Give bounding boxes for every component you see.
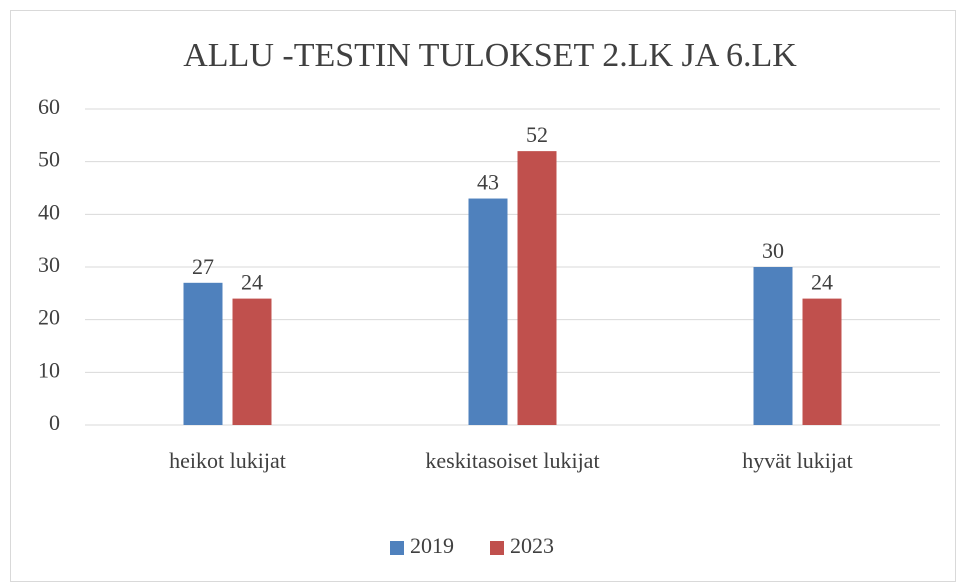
x-tick-label: hyvät lukijat xyxy=(742,448,853,473)
y-tick-label: 60 xyxy=(38,94,60,119)
legend-swatch xyxy=(390,541,404,555)
legend-label: 2023 xyxy=(510,533,554,558)
legend-swatch xyxy=(490,541,504,555)
x-tick-label: heikot lukijat xyxy=(169,448,286,473)
x-tick-label: keskitasoiset lukijat xyxy=(425,448,600,473)
data-label: 27 xyxy=(192,254,214,279)
data-label: 24 xyxy=(241,270,263,295)
bar xyxy=(183,282,223,425)
data-label: 30 xyxy=(762,238,784,263)
y-tick-label: 20 xyxy=(38,305,60,330)
data-label: 52 xyxy=(526,122,548,147)
chart-title: ALLU -TESTIN TULOKSET 2.LK JA 6.LK xyxy=(183,37,797,74)
data-label: 43 xyxy=(477,170,499,195)
bar xyxy=(468,198,508,425)
bar xyxy=(802,298,842,425)
y-tick-label: 40 xyxy=(38,199,60,224)
bar xyxy=(517,151,557,425)
data-label: 24 xyxy=(811,270,833,295)
bar xyxy=(232,298,272,425)
y-tick-label: 50 xyxy=(38,147,60,172)
y-tick-label: 10 xyxy=(38,357,60,382)
legend-label: 2019 xyxy=(410,533,454,558)
y-tick-label: 0 xyxy=(49,410,60,435)
y-tick-label: 30 xyxy=(38,252,60,277)
bar xyxy=(753,267,793,425)
